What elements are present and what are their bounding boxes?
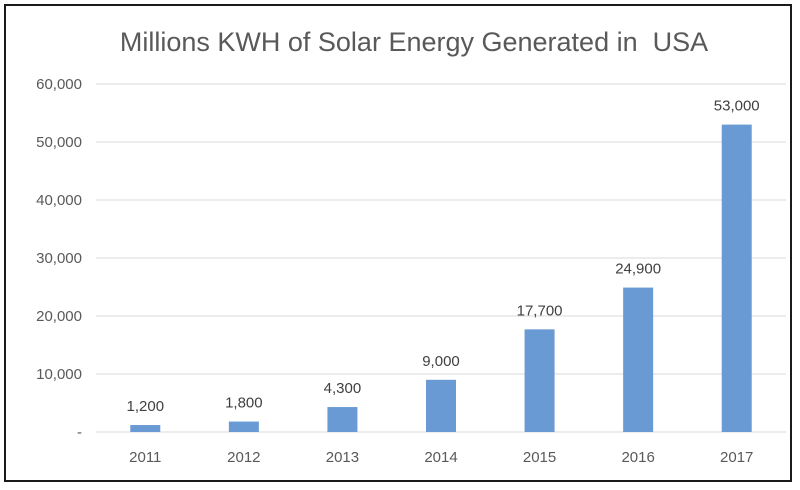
chart-canvas: Millions KWH of Solar Energy Generated i…	[36, 27, 786, 466]
y-tick-label: 10,000	[36, 366, 82, 383]
data-label-2017: 53,000	[714, 98, 760, 115]
bar-2012	[228, 421, 259, 432]
y-tick-label: 30,000	[36, 250, 82, 267]
data-label-2014: 9,000	[422, 353, 460, 370]
data-label-2015: 17,700	[517, 302, 563, 319]
x-tick-label-2015: 2015	[523, 449, 556, 466]
data-label-2011: 1,200	[127, 398, 165, 415]
x-tick-label-2011: 2011	[129, 449, 161, 466]
y-tick-label: 50,000	[36, 134, 82, 151]
x-tick-label-2016: 2016	[621, 449, 654, 466]
bars	[130, 124, 752, 432]
gridlines	[96, 83, 786, 433]
bar-2013	[327, 407, 358, 432]
bar-2015	[524, 329, 555, 432]
y-tick-label: 60,000	[36, 76, 82, 93]
bar-2014	[426, 379, 456, 432]
data-labels: 1,200 1,800 4,300 9,000 17,700 24,900 53,000	[127, 98, 760, 415]
data-label-2013: 4,300	[324, 380, 362, 397]
chart-title: Millions KWH of Solar Energy Generated i…	[120, 27, 708, 57]
y-tick-label: -	[77, 424, 82, 441]
x-tick-label-2014: 2014	[424, 449, 457, 466]
data-label-2012: 1,800	[225, 395, 263, 412]
bar-2016	[623, 287, 654, 432]
y-tick-label: 20,000	[36, 308, 82, 325]
y-axis-ticks: - 10,000 20,000 30,000 40,000 50,000 60,000	[36, 76, 82, 441]
x-tick-label-2017: 2017	[720, 449, 753, 466]
x-axis-ticks: 2011 2012 2013 2014 2015 2016 2017	[129, 449, 753, 466]
y-tick-label: 40,000	[36, 192, 82, 209]
bar-2017	[721, 124, 752, 432]
data-label-2016: 24,900	[615, 261, 661, 278]
x-tick-label-2012: 2012	[227, 449, 260, 466]
x-tick-label-2013: 2013	[326, 449, 359, 466]
chart-frame: Millions KWH of Solar Energy Generated i…	[4, 4, 792, 482]
bar-2011	[130, 425, 161, 432]
